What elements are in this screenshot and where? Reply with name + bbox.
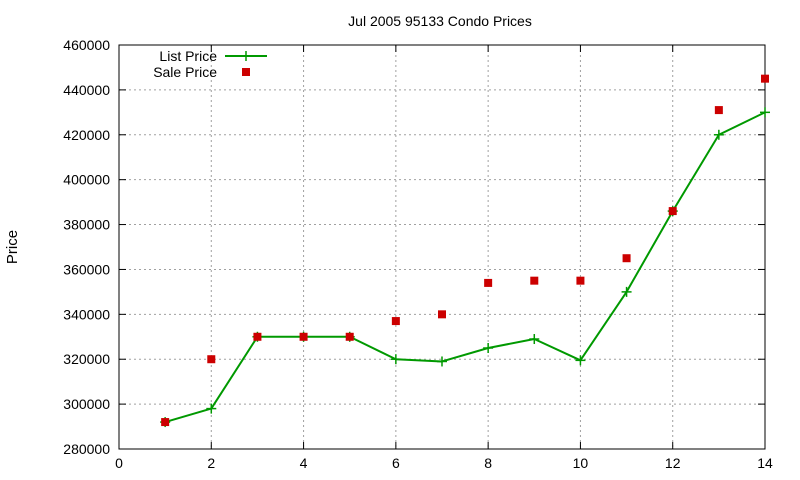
list-price-point: [713, 129, 724, 140]
list-price-point: [483, 343, 494, 353]
y-tick-label: 380000: [63, 217, 110, 233]
list-price-point: [760, 107, 770, 118]
y-tick-label: 340000: [63, 306, 110, 322]
y-tick-label: 440000: [63, 82, 110, 98]
sale-price-point: [714, 106, 723, 115]
chart-title: Jul 2005 95133 Condo Prices: [348, 13, 532, 29]
x-axis-tick-labels: 0 2 4 6 8 10 12 14: [115, 455, 773, 471]
x-tick-label: 14: [757, 455, 773, 471]
sale-price-point: [668, 207, 677, 216]
y-tick-label: 280000: [63, 441, 110, 457]
x-tick-label: 4: [300, 455, 308, 471]
y-tick-label: 320000: [63, 351, 110, 367]
y-tick-label: 400000: [63, 172, 110, 188]
sale-price-point: [530, 276, 539, 285]
list-price-point: [575, 355, 586, 366]
y-tick-label: 460000: [63, 37, 110, 53]
list-price-point: [390, 354, 401, 365]
y-tick-label: 420000: [63, 127, 110, 143]
sale-price-point: [299, 332, 308, 341]
grid-lines: [119, 45, 765, 449]
y-tick-label: 300000: [63, 396, 110, 412]
legend-swatch-sale-price: [242, 68, 250, 76]
sale-price-point: [345, 332, 354, 341]
sale-price-point: [161, 418, 170, 427]
sale-price-point: [484, 278, 493, 287]
legend-label-sale-price: Sale Price: [153, 64, 217, 80]
y-axis-tick-labels: 280000 300000 320000 340000 360000 380000 4000…: [63, 37, 110, 457]
legend-marker-list-price: [241, 51, 251, 61]
list-price-point: [621, 286, 632, 297]
list-price-point: [206, 403, 217, 414]
sale-price-point: [391, 317, 400, 326]
legend-label-list-price: List Price: [159, 48, 217, 64]
list-price-point: [529, 334, 540, 345]
x-tick-label: 2: [207, 455, 215, 471]
y-axis-label: Price: [4, 230, 21, 264]
x-tick-label: 12: [665, 455, 681, 471]
sale-price-point: [253, 332, 262, 341]
sale-price-point: [761, 74, 769, 83]
list-price-point: [437, 356, 447, 367]
sale-price-point: [622, 254, 631, 263]
x-tick-label: 8: [484, 455, 492, 471]
x-tick-label: 6: [392, 455, 400, 471]
x-tick-label: 10: [573, 455, 589, 471]
sale-price-point: [576, 276, 585, 285]
list-price-line: [164, 111, 766, 424]
x-tick-label: 0: [115, 455, 123, 471]
data-series: [160, 74, 770, 428]
sale-price-point: [207, 355, 216, 364]
axis-ticks: [118, 44, 766, 450]
sale-price-point: [438, 310, 446, 319]
plot-area-border: [118, 44, 766, 450]
y-tick-label: 360000: [63, 261, 110, 277]
